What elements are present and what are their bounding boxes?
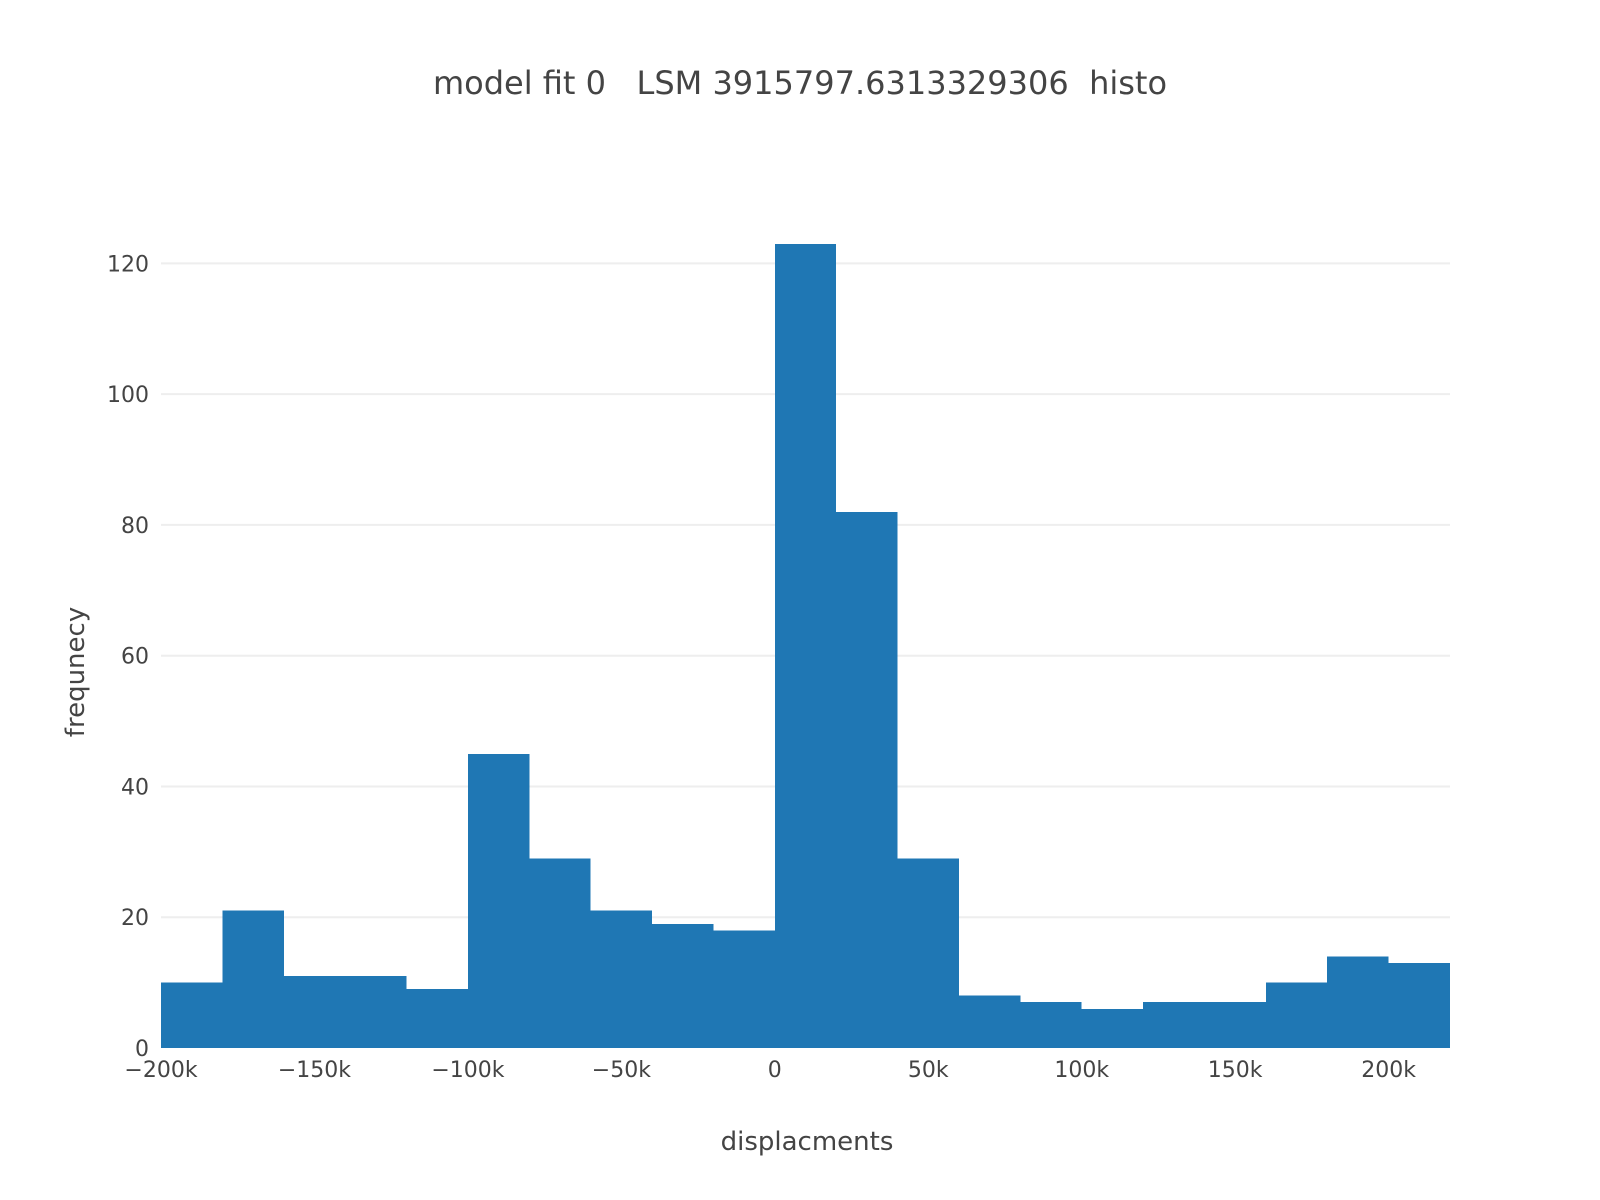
- y-tick-label: 80: [121, 514, 149, 539]
- x-tick-label: 150k: [1208, 1058, 1263, 1083]
- x-axis-ticks: −200k −150k −100k −50k 0 50k 100k 150k 200k: [124, 1058, 1416, 1083]
- histogram-bar: [1388, 963, 1450, 1048]
- x-tick-label: 100k: [1054, 1058, 1109, 1083]
- y-tick-label: 0: [135, 1037, 149, 1062]
- histogram-bar: [467, 753, 530, 1048]
- histogram-bar: [590, 910, 653, 1048]
- x-tick-label: 200k: [1361, 1058, 1416, 1083]
- histogram-bar: [1327, 956, 1389, 1048]
- histogram-bar: [1265, 982, 1328, 1048]
- histogram-bar: [161, 982, 223, 1048]
- y-tick-label: 120: [107, 252, 149, 277]
- x-tick-label: 0: [768, 1058, 782, 1083]
- histogram-bar: [1204, 1002, 1266, 1048]
- histogram-bar: [1020, 1002, 1082, 1048]
- histogram-bar: [283, 976, 346, 1048]
- x-tick-label: −100k: [431, 1058, 504, 1083]
- x-tick-label: −200k: [124, 1058, 197, 1083]
- chart-title: model fit 0 LSM 3915797.6313329306 histo: [432, 64, 1168, 102]
- histogram-bars: [161, 243, 1450, 1048]
- histogram-bar: [529, 858, 591, 1048]
- histogram-bar: [652, 923, 714, 1048]
- histogram-bar: [1081, 1008, 1144, 1048]
- y-axis-ticks: 0 20 40 60 80 100 120: [107, 252, 149, 1062]
- histogram-bar: [406, 989, 468, 1048]
- histogram-bar: [897, 858, 959, 1048]
- x-tick-label: −50k: [592, 1058, 651, 1083]
- histogram-bar: [836, 511, 898, 1048]
- y-tick-label: 20: [121, 906, 149, 931]
- y-tick-label: 40: [121, 775, 149, 800]
- histogram-bar: [222, 910, 284, 1048]
- y-tick-label: 100: [107, 383, 149, 408]
- y-axis-title: frequnecy: [61, 607, 91, 737]
- histogram-bar: [345, 976, 407, 1048]
- x-tick-label: 50k: [908, 1058, 949, 1083]
- x-tick-label: −150k: [278, 1058, 351, 1083]
- y-tick-label: 60: [121, 645, 149, 670]
- x-axis-title: displacments: [721, 1127, 894, 1157]
- histogram-bar: [774, 243, 837, 1048]
- histogram-bar: [1143, 1002, 1205, 1048]
- histogram-bar: [958, 995, 1021, 1048]
- histogram-bar: [713, 930, 775, 1048]
